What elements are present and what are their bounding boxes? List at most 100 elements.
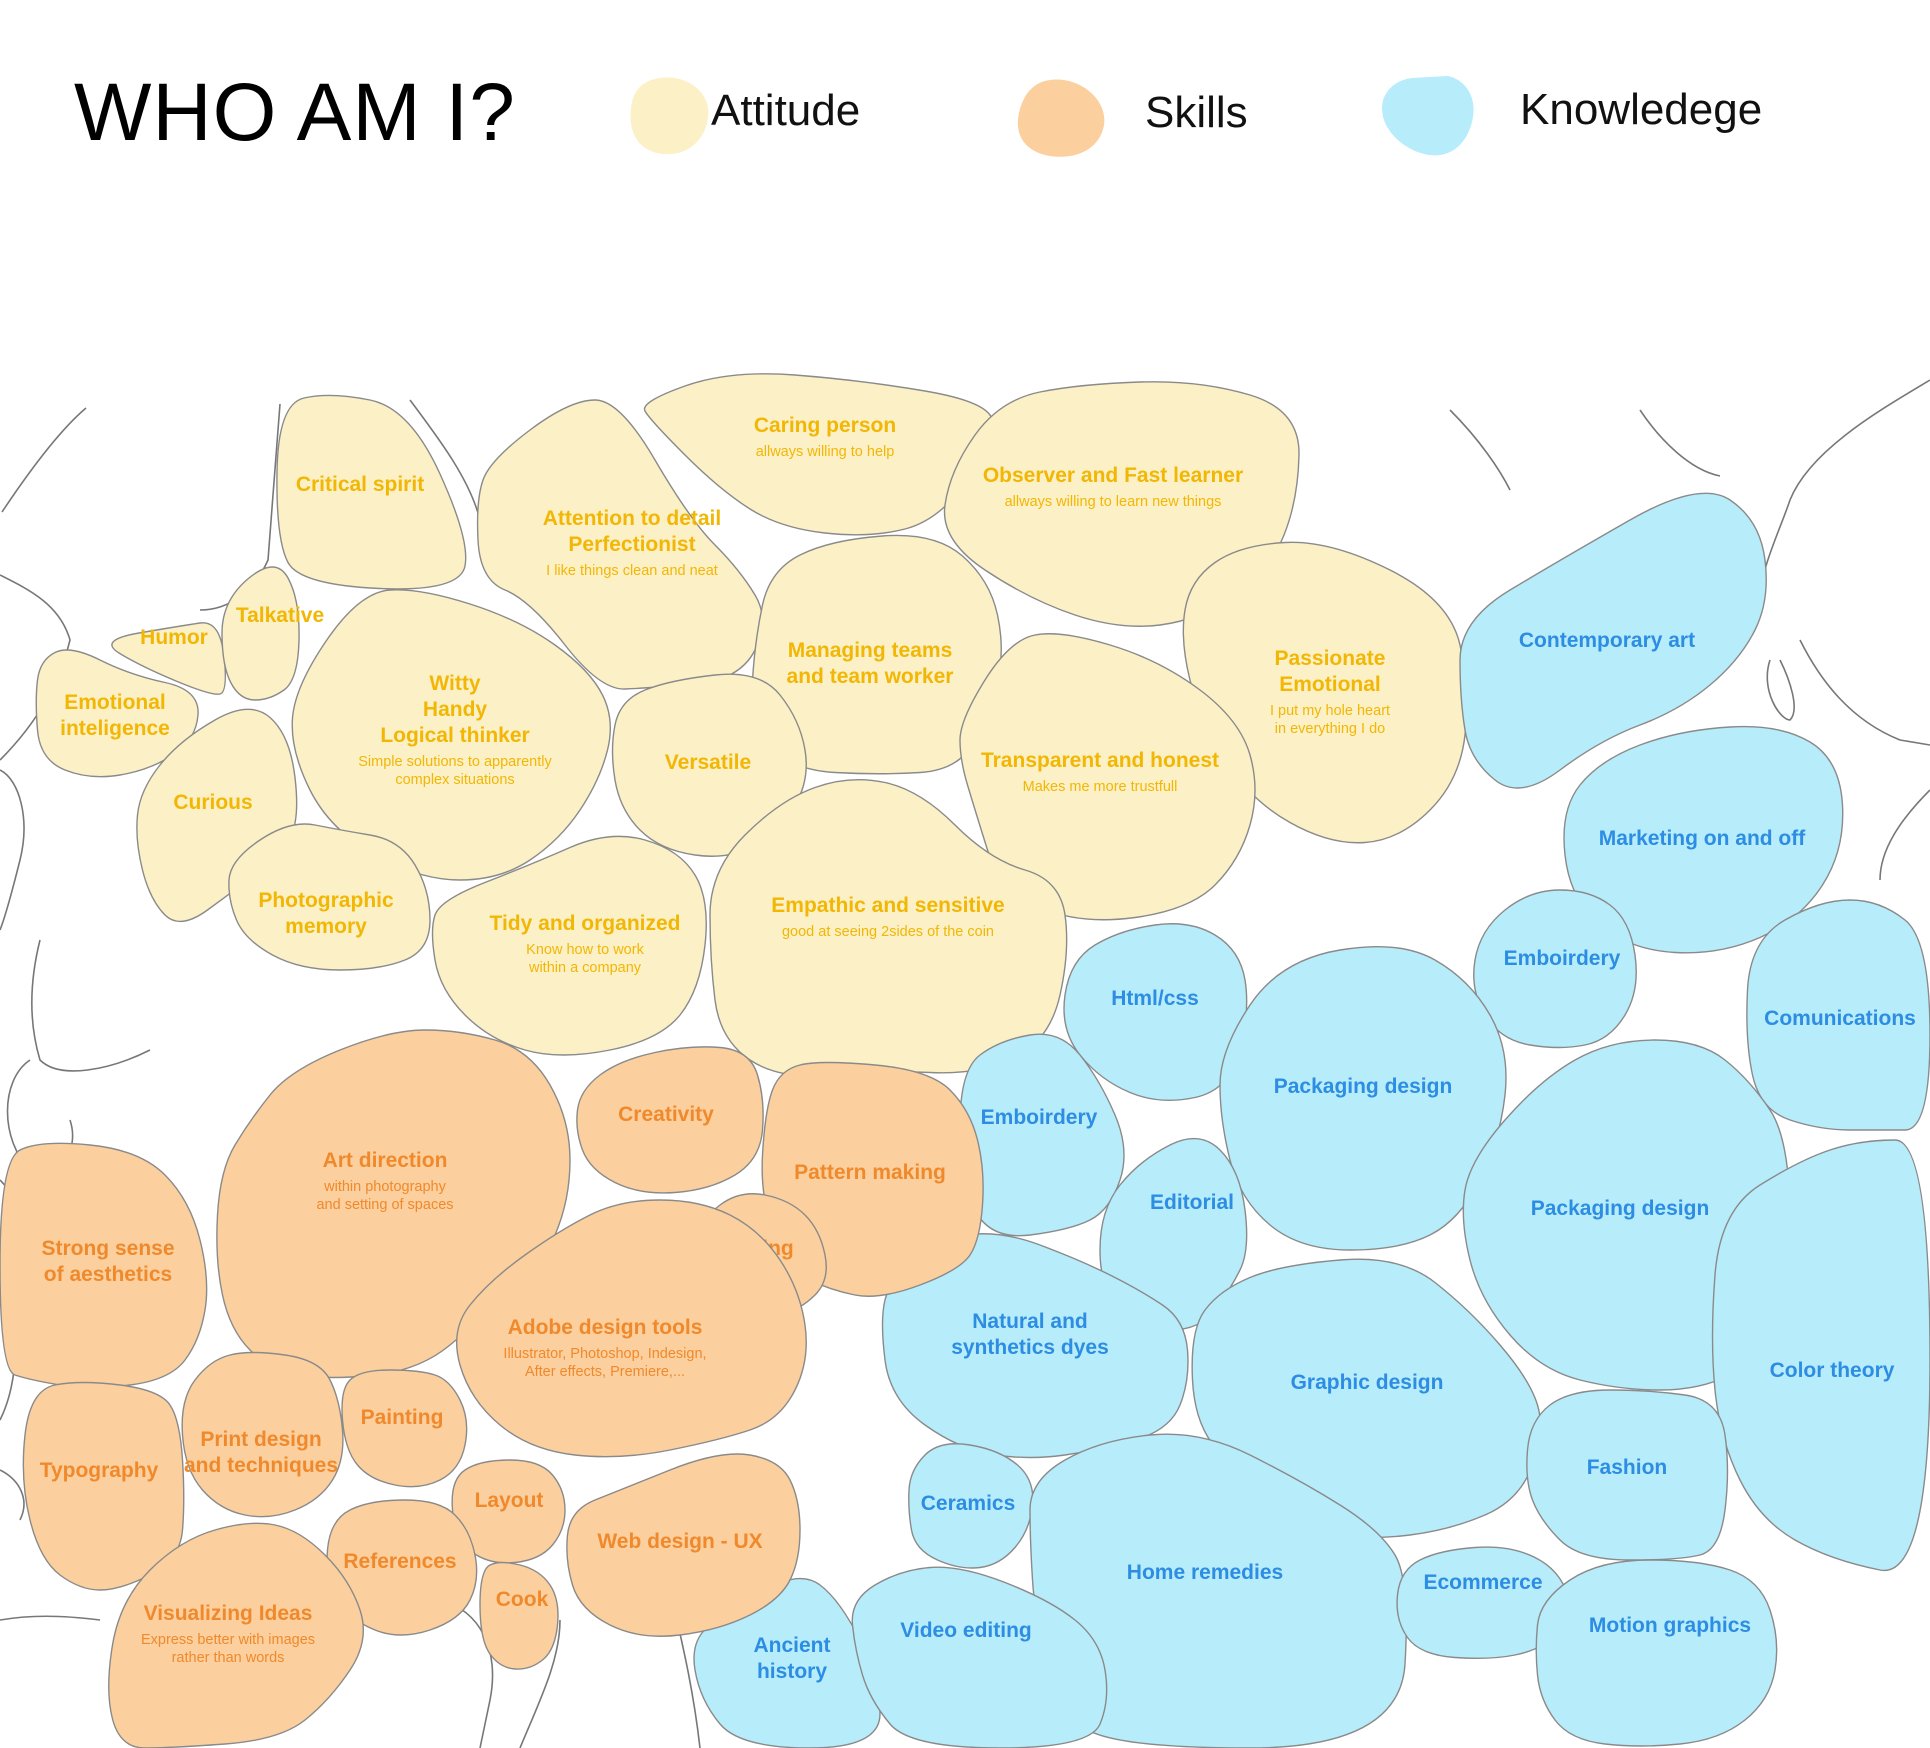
cell-title: Graphic design [1291,1371,1444,1394]
cell-skills: Strong sense of aesthetics [0,1142,208,1389]
cell-knowledge: Video editing [851,1566,1108,1748]
cell-title: Motion graphics [1589,1614,1751,1637]
cell-title: Print design [200,1428,321,1451]
cell-knowledge: Graphic design [1191,1258,1542,1539]
cell-title: history [757,1660,827,1683]
cell-title: Humor [140,626,208,649]
cell-shape [709,779,1068,1077]
cell-shape [1535,1559,1778,1747]
cell-knowledge: Ancient history [693,1577,881,1748]
cell-skills: Painting [341,1369,468,1488]
cell-subtitle: allways willing to learn new things [1005,494,1222,510]
cell-title: Comunications [1764,1007,1916,1030]
cell-title: Emotional [64,691,166,714]
cell-subtitle: After effects, Premiere,... [525,1364,685,1380]
cell-title: and techniques [184,1454,338,1477]
cell-subtitle: complex situations [395,772,514,788]
cell-title: Html/css [1111,987,1199,1010]
cell-subtitle: within photography [323,1179,446,1195]
cell-title: inteligence [60,717,170,740]
cell-attitude: Attention to detail Perfectionist I like t… [476,399,764,690]
cell-attitude: Passionate Emotional I put my hole heart in… [1182,541,1468,844]
cell-title: Packaging design [1274,1075,1453,1098]
cell-subtitle: allways willing to help [756,444,895,460]
legend-swatch-skills [1017,79,1105,157]
cell-knowledge: Emboirdery [1473,889,1637,1049]
legend-label-attitude: Attitude [711,86,860,135]
cells-layer: Critical spirit Caring person allways will… [0,373,1930,1748]
cell-attitude: Empathic and sensitive good at seeing 2si… [709,779,1068,1077]
cell-attitude: Critical spirit [276,394,467,590]
cell-subtitle: rather than words [172,1650,285,1666]
cell-title: Caring person [754,414,896,437]
cell-title: Web design - UX [597,1530,762,1553]
cell-attitude: Photographic memory [228,823,431,971]
cell-title: Editorial [1150,1191,1234,1214]
cell-title: Perfectionist [568,533,695,556]
cell-attitude: Tidy and organized Know how to work within… [431,835,707,1056]
cell-title: References [343,1550,456,1573]
cell-shape [181,1351,344,1518]
cell-shape [341,1369,468,1488]
cell-title: Art direction [323,1149,448,1172]
cell-knowledge: Fashion [1526,1389,1729,1561]
cell-shape [1473,889,1637,1049]
cell-title: Talkative [236,604,324,627]
cell-skills: Creativity [576,1046,764,1194]
cell-title: Cook [496,1588,549,1611]
cell-title: Passionate [1275,647,1386,670]
cell-title: Observer and Fast learner [983,464,1243,487]
cell-shape [566,1453,801,1637]
cell-attitude: Caring person allways willing to help [643,373,994,536]
cell-shape [1526,1389,1729,1561]
cell-skills: Layout [451,1459,566,1564]
cell-subtitle: in everything I do [1275,721,1385,737]
cell-title: Tidy and organized [490,912,681,935]
cell-subtitle: within a company [528,960,642,976]
cell-attitude: Versatile [611,673,807,857]
cell-shape [22,1381,185,1591]
cell-skills: Art direction within photography and setti… [216,1029,571,1379]
cell-title: Handy [423,698,488,721]
cell-subtitle: good at seeing 2sides of the coin [782,924,994,940]
cell-subtitle: Simple solutions to apparently [358,754,552,770]
cell-skills: Print design and techniques [181,1351,344,1518]
cell-title: Witty [429,672,480,695]
cell-shape [1459,492,1767,789]
cell-subtitle: I like things clean and neat [546,563,718,579]
cell-shape [479,1561,559,1670]
cell-title: Emboirdery [1504,947,1621,970]
cell-title: memory [285,915,367,938]
cell-title: Painting [361,1406,444,1429]
cell-title: Creativity [618,1103,714,1126]
cell-shape [1711,1139,1930,1572]
cell-title: Home remedies [1127,1561,1283,1584]
cell-knowledge: Motion graphics [1535,1559,1778,1747]
cell-subtitle: Makes me more trustfull [1023,779,1178,795]
legend-swatch-knowledge [1382,76,1474,156]
cell-subtitle: Know how to work [526,942,644,958]
cell-title: Adobe design tools [508,1316,703,1339]
cell-shape [908,1443,1034,1569]
cell-title: Layout [475,1489,544,1512]
legend-label-knowledge: Knowledege [1520,85,1762,134]
cell-title: Visualizing Ideas [144,1602,313,1625]
cell-shape [431,835,707,1056]
cell-title: Contemporary art [1519,629,1695,652]
cell-attitude: Talkative [221,566,324,701]
cell-title: Typography [40,1459,159,1482]
cell-knowledge: Emboirdery [959,1033,1125,1237]
cell-title: Critical spirit [296,473,424,496]
cell-title: Natural and [972,1310,1088,1333]
cell-title: Marketing on and off [1599,827,1807,850]
cell-subtitle: Express better with images [141,1632,315,1648]
cell-title: Empathic and sensitive [771,894,1004,917]
cell-skills: Visualizing Ideas Express better with ima… [108,1522,365,1748]
cell-title: Ecommerce [1423,1571,1542,1594]
cell-attitude: Humor [111,622,227,695]
cell-attitude: Emotional inteligence [35,649,199,778]
cell-title: Photographic [258,889,394,912]
cell-attitude: Witty Handy Logical thinker Simple solution… [291,589,612,881]
cell-shape [276,394,467,590]
